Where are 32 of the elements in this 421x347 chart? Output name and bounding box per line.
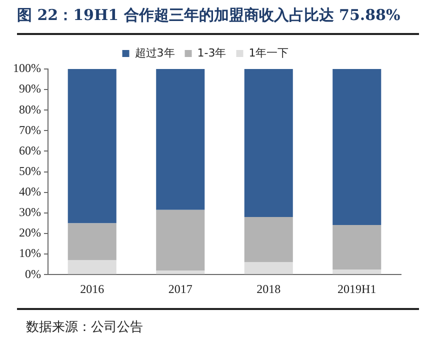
y-tick-label: 100%: [12, 61, 41, 76]
bar: [156, 270, 205, 274]
x-tick-label: 2018: [256, 282, 281, 296]
bar: [68, 260, 116, 274]
y-tick-label: 30%: [18, 205, 41, 220]
bar: [68, 69, 116, 224]
bar: [332, 69, 382, 226]
legend-label: 1-3年: [197, 46, 226, 60]
y-tick-label: 70%: [18, 122, 41, 137]
y-tick-label: 20%: [18, 226, 41, 240]
y-tick-label: 0%: [24, 266, 41, 281]
bar: [156, 210, 205, 270]
y-tick-label: 50%: [18, 164, 41, 178]
y-tick-label: 60%: [18, 143, 41, 158]
bar: [332, 269, 382, 274]
chart-title: 图 22：19H1 合作超三年的加盟商收入占比达 75.88%: [17, 6, 402, 25]
bar: [244, 69, 293, 218]
source-note: 数据来源：公司公告: [26, 319, 143, 336]
bar: [244, 262, 293, 274]
legend-label: 超过3年: [134, 46, 175, 60]
bar: [332, 225, 382, 270]
y-tick-label: 90%: [18, 82, 41, 96]
x-tick-label: 2019H1: [338, 282, 376, 296]
bar: [244, 217, 293, 262]
y-tick-label: 40%: [18, 184, 41, 199]
x-tick-label: 2017: [168, 282, 192, 296]
legend-label: 1年一下: [248, 46, 289, 60]
y-tick-label: 80%: [18, 102, 41, 116]
y-tick-label: 10%: [18, 246, 41, 260]
x-tick-label: 2016: [80, 282, 104, 296]
bar: [68, 223, 116, 260]
bar: [156, 69, 205, 210]
